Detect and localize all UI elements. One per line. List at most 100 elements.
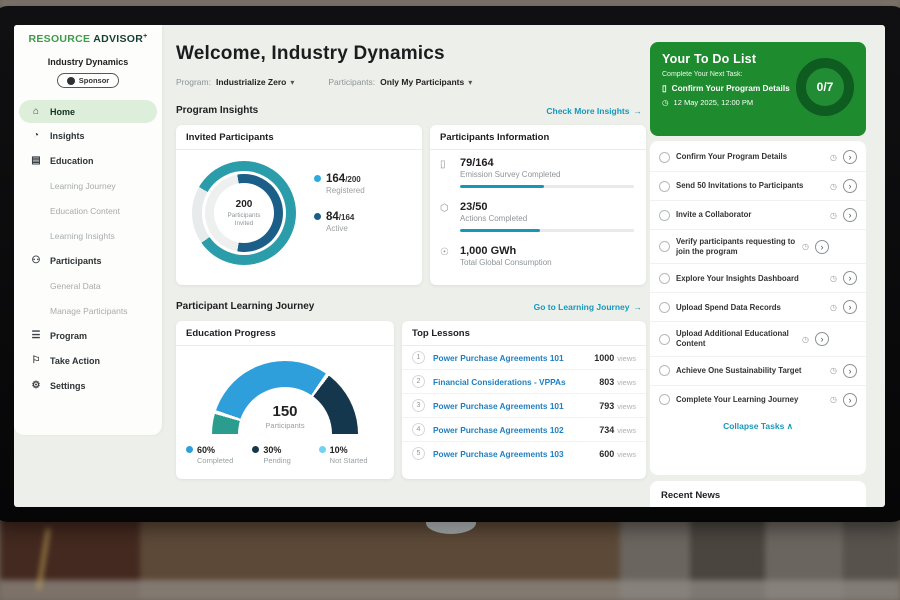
go-to-learning-journey-link[interactable]: Go to Learning Journey → [533,301,642,312]
lesson-rank: 1 [412,351,425,364]
clock-icon: ◷ [802,242,809,252]
sponsor-badge[interactable]: Sponsor [57,73,119,88]
sidebar-item-manage-participants[interactable]: Manage Participants [14,298,162,323]
collapse-tasks-link[interactable]: Collapse Tasks ∧ [723,420,793,431]
sidebar-item-insights[interactable]: ◔ Insights [14,123,162,148]
todo-item-open-button[interactable]: › [814,239,829,254]
todo-checkbox[interactable] [659,151,670,163]
todo-checkbox[interactable] [659,333,670,345]
sponsor-badge-label: Sponsor [78,76,110,85]
education-progress-card: Education Progress 150 Participants 60% … [176,321,394,479]
todo-item: Achieve One Sustainability Target ◷ › [650,357,866,386]
page-title: Welcome, Industry Dynamics [176,43,445,64]
chevron-right-icon: › [820,241,824,252]
sidebar-item-education[interactable]: ▤ Education [14,148,162,173]
todo-item-open-button[interactable]: › [814,332,829,347]
todo-checkbox[interactable] [659,180,670,192]
lesson-link[interactable]: Power Purchase Agreements 103 [433,448,564,459]
stat-value: 1,000 GWh [460,245,517,257]
todo-checkbox[interactable] [659,272,670,284]
registered-dot-icon [314,175,321,182]
lesson-link[interactable]: Power Purchase Agreements 102 [433,424,564,435]
todo-list-card: Confirm Your Program Details ◷ › Send 50… [650,141,866,475]
lesson-rank: 5 [412,447,425,460]
sidebar-item-home[interactable]: ⌂ Home [19,100,157,123]
main-content: Welcome, Industry Dynamics Program: Indus… [168,25,646,507]
sidebar-item-label: Learning Journey [50,180,116,191]
todo-item-open-button[interactable]: › [843,363,857,378]
check-more-insights-link[interactable]: Check More Insights → [546,105,642,116]
sidebar-nav: ⌂ Home ◔ Insights ▤ Education Learning J… [14,100,162,398]
legend-item-registered: 164/200 Registered [314,173,365,195]
legend-item-not-started: 10% Not Started [318,445,384,465]
sidebar-item-learning-insights[interactable]: Learning Insights [14,223,162,248]
participants-filter[interactable]: Participants: Only My Participants ▾ [328,77,472,87]
learning-journey-header: Participant Learning Journey Go to Learn… [176,301,642,312]
todo-item: Upload Additional Educational Content ◷ … [650,322,866,357]
todo-item-label: Explore Your Insights Dashboard [676,273,799,283]
donut-legend: 164/200 Registered 84/164 Active [314,173,365,249]
todo-item-open-button[interactable]: › [843,150,857,164]
todo-item-open-button[interactable]: › [843,300,857,315]
program-filter-label: Program: [176,77,211,87]
clock-icon: ◷ [830,210,837,220]
dashboard-screen: RESOURCE ADVISOR+ Industry Dynamics Spon… [14,25,885,507]
sidebar-item-settings[interactable]: ⚙ Settings [14,373,162,398]
todo-title: Your To Do List [662,52,757,66]
sidebar-item-learning-journey[interactable]: Learning Journey [14,173,162,198]
chevron-right-icon: › [848,302,852,313]
todo-checkbox[interactable] [659,301,670,313]
lesson-rank: 3 [412,399,425,412]
todo-item-open-button[interactable]: › [843,208,857,222]
stat-emission-survey: ▯ 79/164 Emission Survey Completed [440,157,634,188]
filter-bar: Program: Industrialize Zero ▾ Participants… [176,77,472,87]
sidebar-item-take-action[interactable]: ⚐ Take Action [14,348,162,373]
sidebar-item-participants[interactable]: ⚇ Participants [14,248,162,273]
gauge-center: 150 Participants [176,403,394,430]
chevron-right-icon: › [848,394,852,405]
sidebar-item-label: Settings [50,380,86,391]
todo-item: Send 50 Invitations to Participants ◷ › [650,172,866,201]
sidebar-item-general-data[interactable]: General Data [14,273,162,298]
todo-summary-card: Your To Do List Complete Your Next Task:… [650,42,866,136]
clock-icon: ◷ [662,98,669,107]
todo-item-label: Achieve One Sustainability Target [676,366,802,376]
todo-checkbox[interactable] [659,209,670,221]
lesson-rank: 2 [412,375,425,388]
sidebar-item-label: Insights [50,130,85,141]
todo-item-label: Invite a Collaborator [676,210,752,220]
lesson-link[interactable]: Power Purchase Agreements 101 [433,352,564,363]
chevron-down-icon: ▾ [290,78,295,87]
sponsor-icon [66,76,75,85]
stat-value: 79/164 [460,157,494,169]
education-progress-gauge-chart [212,361,358,437]
lesson-link[interactable]: Financial Considerations - VPPAs [433,376,566,387]
todo-item: Verify participants requesting to join t… [650,230,866,265]
program-filter-value: Industrialize Zero [215,77,287,87]
todo-item-label: Confirm Your Program Details [676,152,788,162]
lesson-link[interactable]: Power Purchase Agreements 101 [433,400,564,411]
sidebar-item-education-content[interactable]: Education Content [14,198,162,223]
legend-item-pending: 30% Pending [252,445,317,465]
clock-icon: ◷ [802,334,809,344]
todo-item-open-button[interactable]: › [843,271,857,286]
todo-checkbox[interactable] [659,394,670,406]
todo-checkbox[interactable] [659,241,670,253]
todo-item-open-button[interactable]: › [843,392,857,407]
task-icon: ▯ [662,83,667,93]
todo-item-label: Verify participants requesting to join t… [676,237,796,256]
program-insights-title: Program Insights [176,105,259,116]
sidebar-item-program[interactable]: ☰ Program [14,323,162,348]
clock-icon: ◷ [830,273,837,283]
education-icon: ▤ [31,155,41,166]
clock-icon: ◷ [830,152,837,162]
chevron-right-icon: › [848,273,852,284]
todo-item-open-button[interactable]: › [843,179,857,193]
program-filter[interactable]: Program: Industrialize Zero ▾ [176,77,294,87]
stat-global-consumption: ☉ 1,000 GWh Total Global Consumption [440,245,634,267]
todo-item: Explore Your Insights Dashboard ◷ › [650,264,866,294]
todo-checkbox[interactable] [659,365,670,377]
legend-item-active: 84/164 Active [314,211,365,233]
todo-next-task: ▯ Confirm Your Program Details [662,83,790,93]
clock-icon: ◷ [830,302,837,312]
